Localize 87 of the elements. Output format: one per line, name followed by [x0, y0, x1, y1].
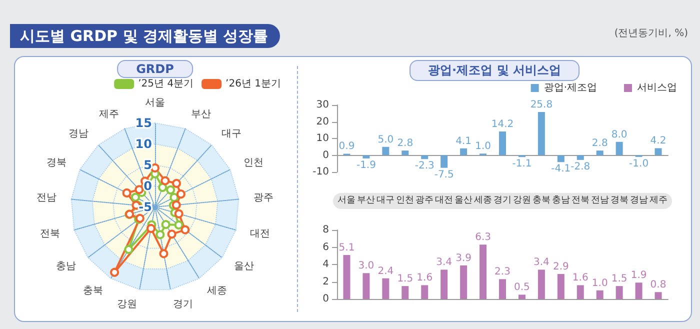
legend-label: 광업·제조업 — [544, 82, 598, 94]
data-label: -1.1 — [512, 158, 532, 170]
legend-label: ’25년 4분기 — [138, 78, 194, 90]
spoke-label: 경남 — [68, 128, 88, 140]
data-label: 8.0 — [611, 129, 628, 140]
data-label: 2.8 — [397, 138, 414, 150]
spoke-label: 전북 — [40, 228, 60, 240]
data-label: 0.9 — [338, 141, 355, 152]
spoke-label: 인천 — [244, 157, 264, 168]
y-tick-label: 20 — [316, 116, 329, 128]
x-tick-label: 제주 — [649, 196, 668, 206]
chart-title: 광업·제조업 및 서비스업 — [409, 60, 580, 81]
data-label: 4.1 — [456, 136, 472, 147]
data-label: 1.6 — [572, 272, 588, 284]
y-tick-label: 10 — [135, 137, 152, 151]
text: 시도별 GRDP 및 경제활동별 성장률 — [10, 24, 280, 48]
spoke-label: 강원 — [116, 298, 137, 310]
y-tick-label: 0 — [322, 150, 329, 161]
data-label: 2.8 — [592, 138, 608, 150]
y-tick-label: 15 — [135, 116, 152, 130]
x-tick-label: 대구 — [376, 196, 395, 206]
x-tick-label: 경남 — [630, 196, 648, 206]
x-tick-label: 인천 — [396, 196, 414, 206]
y-tick-label: 2 — [322, 276, 329, 288]
data-label: 1.0 — [475, 141, 491, 152]
spoke-label: 대전 — [250, 228, 270, 240]
data-label: -1.9 — [356, 160, 376, 171]
legend-label: 서비스업 — [637, 82, 677, 94]
y-tick-label: 10 — [316, 133, 329, 144]
spoke-label: 울산 — [234, 261, 254, 272]
spoke-label: 충남 — [56, 261, 76, 272]
data-label: 14.2 — [491, 118, 514, 130]
x-tick-label: 부산 — [357, 196, 376, 206]
data-label: 6.3 — [475, 232, 491, 244]
spoke-label: 세종 — [207, 286, 228, 297]
data-label: -7.5 — [434, 169, 454, 180]
chart-title: GRDP — [117, 60, 193, 78]
data-label: 1.0 — [592, 278, 608, 289]
y-tick-label: 30 — [316, 100, 329, 110]
x-tick-label: 경북 — [610, 196, 628, 206]
y-tick-label: -10 — [312, 166, 329, 178]
spoke-label: 경기 — [173, 298, 194, 310]
spoke-label: 충북 — [82, 286, 103, 297]
data-label: -4.1 — [551, 164, 571, 175]
x-tick-label: 울산 — [454, 196, 473, 206]
y-tick-label: 4 — [322, 259, 329, 270]
spoke-label: 대구 — [222, 128, 242, 140]
data-label: -2.3 — [414, 160, 434, 172]
x-tick-label: 전북 — [571, 196, 590, 206]
data-label: 2.3 — [494, 266, 510, 278]
x-tick-label: 서울 — [338, 196, 356, 206]
data-label: 3.4 — [436, 257, 452, 268]
x-tick-label: 광주 — [416, 196, 434, 206]
spoke-label: 제주 — [99, 109, 120, 120]
x-tick-label: 충북 — [532, 196, 550, 206]
x-tick-label: 충남 — [552, 196, 570, 206]
data-label: 1.5 — [397, 274, 414, 285]
spoke-label: 경북 — [46, 157, 66, 168]
data-label: 5.1 — [338, 242, 355, 254]
x-tick-label: 경기 — [494, 196, 512, 206]
data-label: 2.9 — [552, 261, 569, 272]
x-tick-label: 전남 — [590, 196, 609, 206]
data-label: 3.0 — [358, 260, 374, 272]
y-tick-label: 5 — [144, 158, 152, 172]
legend-label: ’26년 1분기 — [226, 78, 282, 90]
x-tick-label: 세종 — [474, 196, 492, 206]
x-tick-label: 대전 — [435, 196, 454, 206]
data-label: 4.2 — [650, 136, 666, 147]
y-tick-label: 8 — [322, 224, 329, 236]
data-label: 1.9 — [630, 270, 647, 282]
text: (전년동기비, %) — [614, 27, 688, 40]
data-label: -2.8 — [570, 161, 590, 172]
data-label: 25.8 — [530, 100, 553, 111]
data-label: 1.6 — [416, 272, 433, 284]
data-label: 2.4 — [378, 266, 394, 277]
spoke-label: 서울 — [145, 98, 165, 108]
data-label: -1.0 — [629, 158, 649, 170]
y-tick-label: 6 — [322, 242, 329, 253]
x-tick-label: 강원 — [512, 196, 531, 206]
data-label: 1.5 — [611, 274, 628, 285]
data-label: 5.0 — [378, 134, 394, 146]
data-label: 3.4 — [533, 257, 550, 268]
y-tick-label: 0 — [322, 294, 329, 304]
data-label: 0.8 — [650, 280, 666, 291]
data-label: 0.5 — [514, 282, 530, 294]
data-label: 3.9 — [456, 252, 472, 264]
spoke-label: 부산 — [190, 109, 211, 120]
